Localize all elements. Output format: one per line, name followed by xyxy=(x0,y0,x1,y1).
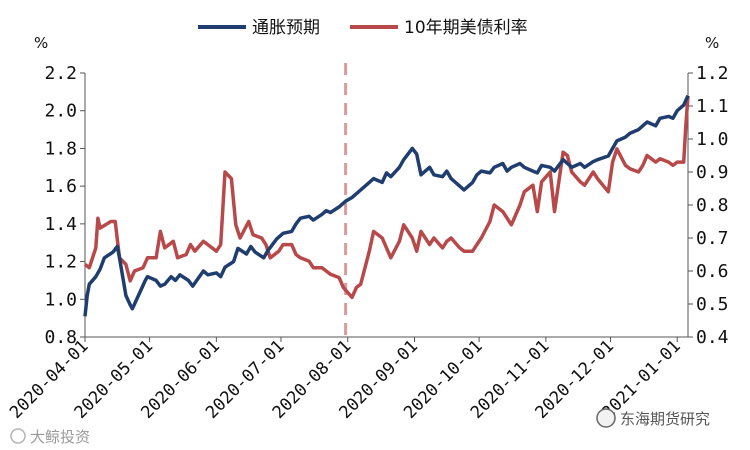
left-tick-label: 1.6 xyxy=(44,176,77,197)
right-tick-label: 0.9 xyxy=(696,162,729,183)
x-axis-ticks: 2020-04-012020-05-012020-06-012020-07-01… xyxy=(6,336,685,423)
legend-label-inflation: 通胀预期 xyxy=(252,18,320,38)
left-tick-label: 1.4 xyxy=(44,214,77,235)
right-tick-label: 0.6 xyxy=(696,261,729,282)
series-layer xyxy=(83,94,690,317)
left-tick-label: 1.0 xyxy=(44,289,77,310)
series-line-treasury xyxy=(83,95,690,300)
right-tick-label: 0.4 xyxy=(696,327,729,348)
left-axis-unit: % xyxy=(34,34,48,52)
left-tick-label: 1.8 xyxy=(44,138,77,159)
left-tick-label: 2.2 xyxy=(44,63,77,84)
watermark-right: 东海期货研究 xyxy=(596,408,710,428)
watermark-left: 大鲸投资 xyxy=(10,428,90,446)
wechat-icon xyxy=(596,408,616,428)
watermark-left-icon xyxy=(10,428,26,444)
right-tick-label: 1.0 xyxy=(696,129,729,150)
left-tick-label: 2.0 xyxy=(44,101,77,122)
watermark-left-text: 大鲸投资 xyxy=(30,428,90,446)
right-tick-label: 1.2 xyxy=(696,63,729,84)
left-tick-label: 0.8 xyxy=(44,327,77,348)
watermark-right-text: 东海期货研究 xyxy=(620,410,710,428)
series-line-inflation xyxy=(83,94,690,317)
right-tick-label: 0.8 xyxy=(696,195,729,216)
left-axis-ticks: 0.8 1.0 1.2 1.4 1.6 1.8 2.0 2.2 xyxy=(44,63,85,348)
right-axis-unit: % xyxy=(705,34,719,52)
right-axis-ticks: 0.4 0.5 0.6 0.7 0.8 0.9 1.0 1.1 1.2 xyxy=(688,63,729,348)
right-tick-label: 0.5 xyxy=(696,294,729,315)
left-tick-label: 1.2 xyxy=(44,252,77,273)
legend: 通胀预期 10年期美债利率 xyxy=(198,18,528,38)
right-tick-label: 0.7 xyxy=(696,228,729,249)
right-tick-label: 1.1 xyxy=(696,96,729,117)
legend-label-treasury: 10年期美债利率 xyxy=(404,18,528,38)
